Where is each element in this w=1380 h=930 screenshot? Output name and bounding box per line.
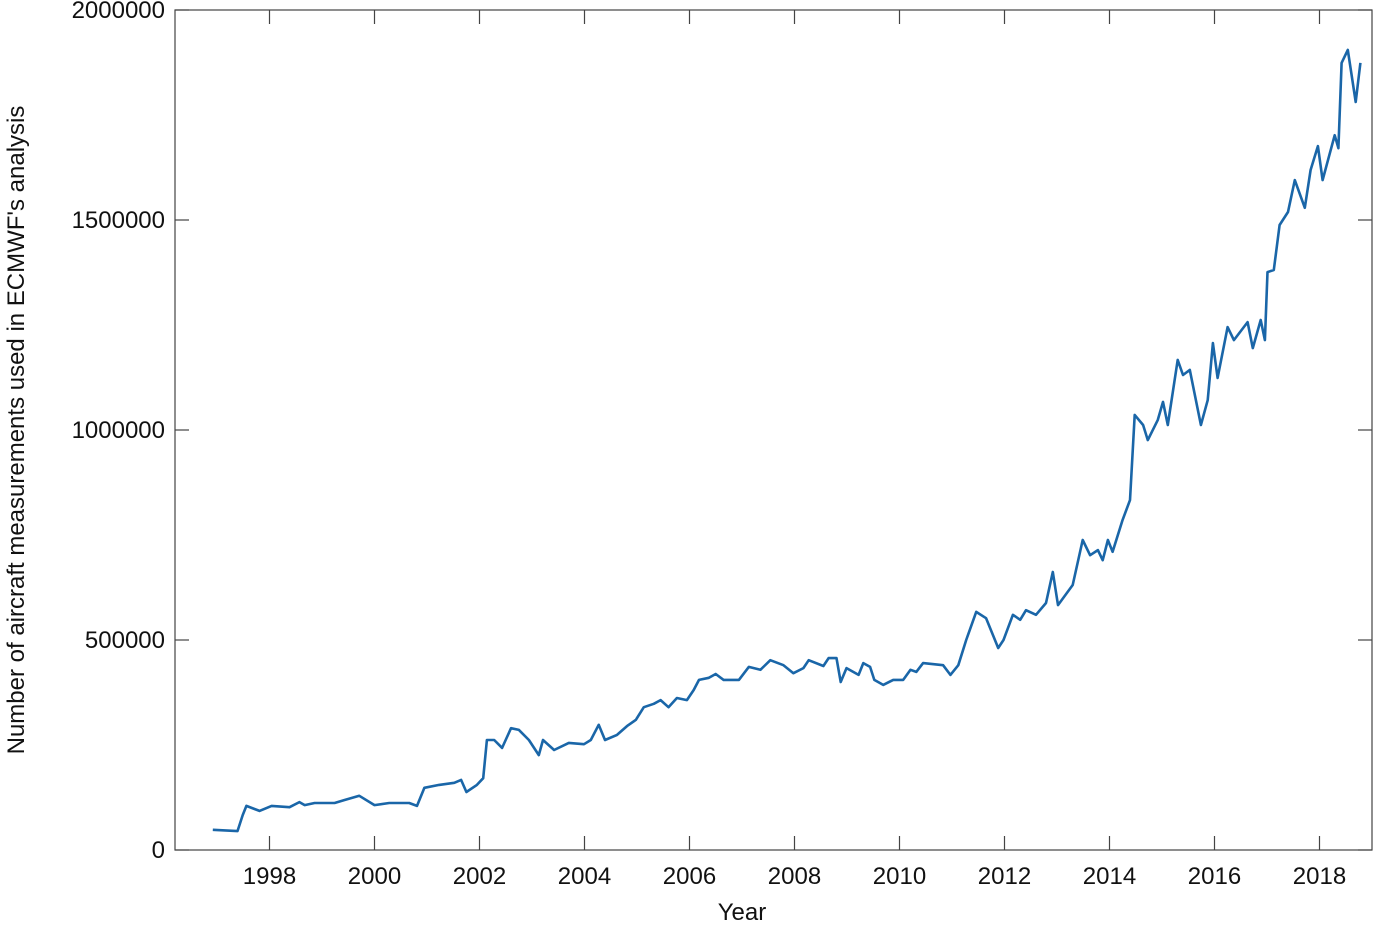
x-tick-label: 1998 [243,863,296,890]
y-tick-label: 1500000 [72,207,165,234]
x-tick-label: 2006 [663,863,716,890]
x-tick-label: 2008 [768,863,821,890]
y-tick-label: 0 [152,837,165,864]
plot-frame [174,9,1373,851]
x-tick-label: 2004 [558,863,611,890]
y-tick-label: 1000000 [72,417,165,444]
y-tick-label: 500000 [85,627,165,654]
x-tick-label: 2014 [1083,863,1136,890]
x-axis-label: Year [718,899,767,926]
x-tick-label: 2000 [348,863,401,890]
x-tick-label: 2002 [453,863,506,890]
y-axis-label: Number of aircraft measurements used in … [3,106,30,755]
x-tick-label: 2016 [1188,863,1241,890]
x-tick-label: 2010 [873,863,926,890]
y-tick-label: 2000000 [72,0,165,24]
x-tick-label: 2012 [978,863,1031,890]
x-tick-label: 2018 [1293,863,1346,890]
data-line [212,48,1362,833]
